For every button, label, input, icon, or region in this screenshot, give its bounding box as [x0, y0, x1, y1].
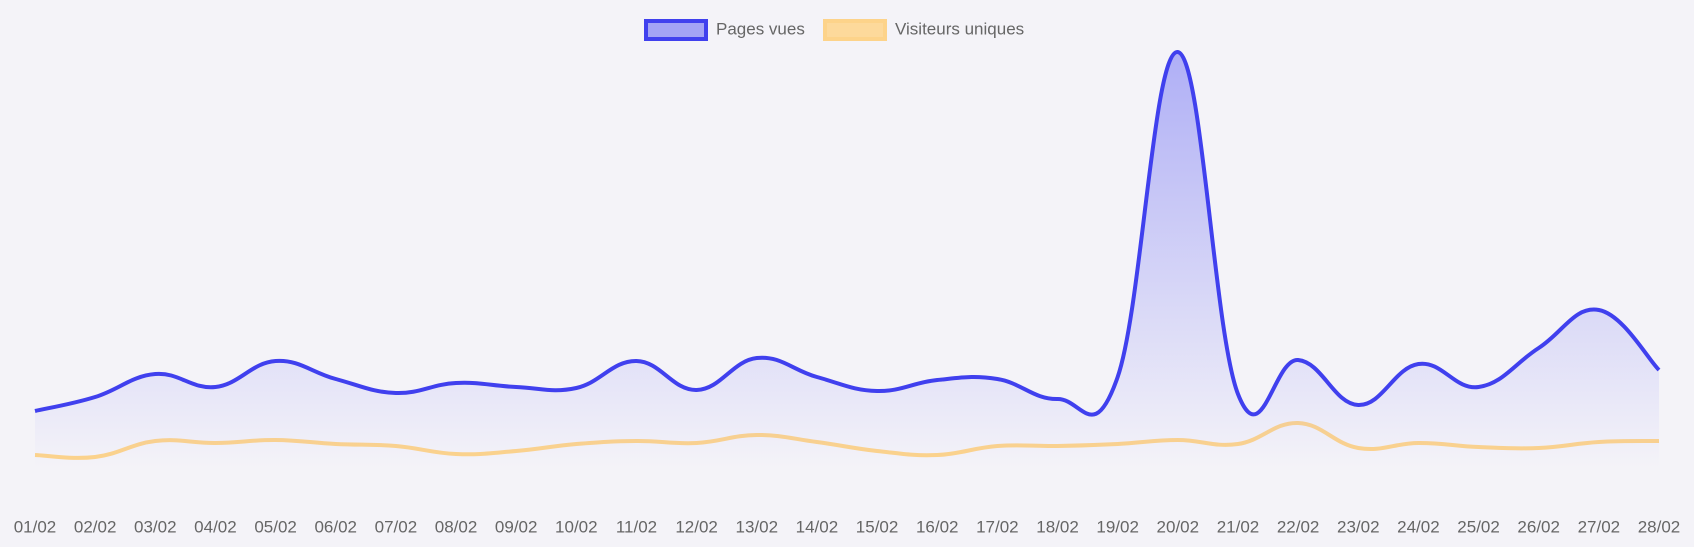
x-tick-label: 26/02: [1517, 517, 1560, 536]
legend-swatch: [644, 19, 708, 41]
x-tick-label: 23/02: [1337, 517, 1380, 536]
x-tick-label: 20/02: [1157, 517, 1200, 536]
legend-label: Visiteurs uniques: [895, 19, 1024, 38]
x-tick-label: 14/02: [796, 517, 839, 536]
x-tick-label: 15/02: [856, 517, 899, 536]
x-tick-label: 07/02: [375, 517, 418, 536]
x-tick-label: 11/02: [616, 517, 657, 536]
x-tick-label: 18/02: [1036, 517, 1079, 536]
x-tick-label: 25/02: [1457, 517, 1500, 536]
x-tick-label: 10/02: [555, 517, 598, 536]
x-tick-label: 24/02: [1397, 517, 1440, 536]
x-tick-label: 06/02: [314, 517, 357, 536]
legend-swatch: [823, 19, 887, 41]
x-tick-label: 04/02: [194, 517, 237, 536]
x-tick-label: 08/02: [435, 517, 478, 536]
x-tick-label: 05/02: [254, 517, 297, 536]
x-tick-label: 27/02: [1578, 517, 1621, 536]
x-tick-label: 19/02: [1096, 517, 1139, 536]
x-tick-label: 17/02: [976, 517, 1019, 536]
x-tick-label: 09/02: [495, 517, 538, 536]
line: [34, 50, 1661, 417]
x-tick-label: 16/02: [916, 517, 959, 536]
legend-label: Pages vues: [716, 19, 805, 38]
area: [35, 51, 1659, 468]
x-tick-label: 21/02: [1217, 517, 1260, 536]
x-tick-label: 01/02: [14, 517, 57, 536]
x-tick-label: 13/02: [736, 517, 779, 536]
x-tick-label: 03/02: [134, 517, 177, 536]
x-tick-label: 02/02: [74, 517, 117, 536]
x-tick-label: 22/02: [1277, 517, 1320, 536]
x-tick-label: 28/02: [1638, 517, 1681, 536]
x-tick-label: 12/02: [675, 517, 718, 536]
